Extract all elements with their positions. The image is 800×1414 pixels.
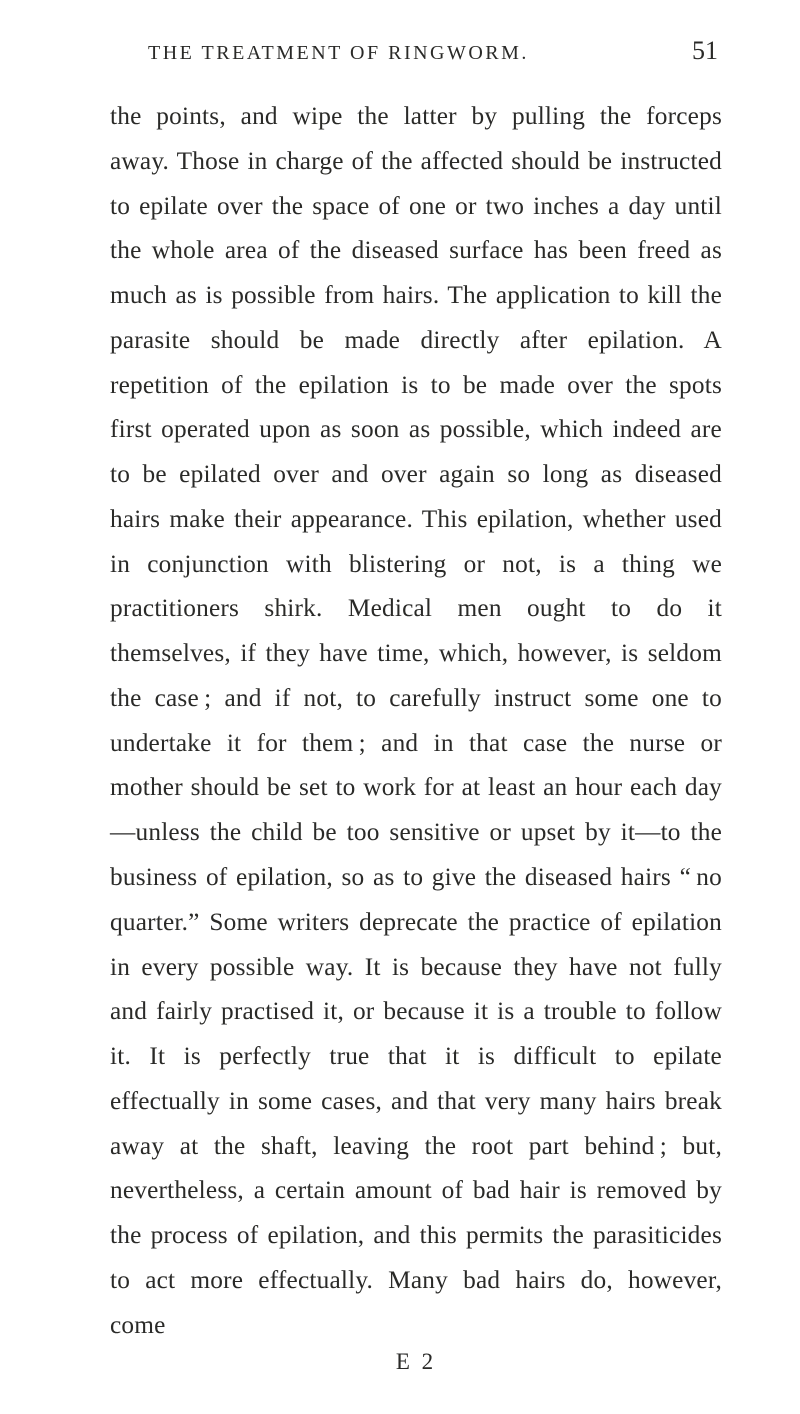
page: THE TREATMENT OF RINGWORM. 51 the points… xyxy=(0,0,800,1414)
running-title: THE TREATMENT OF RINGWORM. xyxy=(148,42,529,65)
gathering-signature: E 2 xyxy=(110,1349,722,1375)
page-number: 51 xyxy=(692,36,718,66)
page-header: THE TREATMENT OF RINGWORM. 51 xyxy=(110,36,722,66)
body-text: the points, and wipe the latter by pulli… xyxy=(110,94,722,1347)
